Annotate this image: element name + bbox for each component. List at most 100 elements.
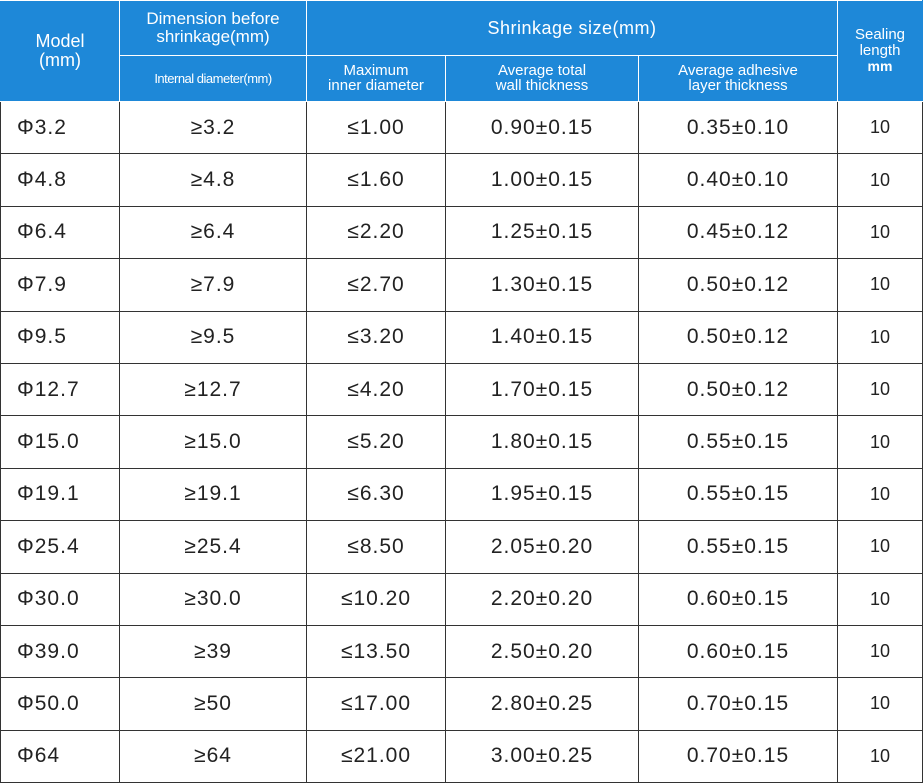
adhesive-thickness-cell: 0.50±0.12	[638, 310, 838, 364]
header-row-top: Model (mm) Dimension before shrinkage(mm…	[0, 0, 923, 102]
adhesive-thickness-cell: 0.60±0.15	[638, 624, 838, 679]
max-inner-diameter-cell: ≤8.50	[306, 520, 446, 574]
internal-diameter-cell: ≥19.1	[119, 467, 307, 522]
header-avg-adhesive: Average adhesive layer thickness	[638, 55, 838, 102]
model-cell: Φ4.8	[0, 153, 120, 207]
sealing-length-cell: 10	[837, 729, 923, 784]
max-inner-diameter-cell: ≤10.20	[306, 572, 446, 626]
sealing-length-cell: 10	[837, 100, 923, 155]
sealing-length-cell: 10	[837, 677, 923, 731]
internal-diameter-cell: ≥6.4	[119, 205, 307, 260]
model-cell: Φ30.0	[0, 572, 120, 626]
table-row: Φ39.0 ≥39 ≤13.50 2.50±0.20 0.60±0.15 10	[0, 624, 923, 679]
adhesive-thickness-cell: 0.45±0.12	[638, 205, 838, 260]
header-internal-diameter: Internal diameter(mm)	[119, 55, 307, 102]
max-inner-diameter-cell: ≤13.50	[306, 624, 446, 679]
model-cell: Φ6.4	[0, 205, 120, 260]
wall-thickness-cell: 1.00±0.15	[445, 153, 639, 207]
table-body: Φ3.2 ≥3.2 ≤1.00 0.90±0.15 0.35±0.10 10 Φ…	[0, 100, 923, 784]
model-cell: Φ15.0	[0, 415, 120, 469]
header-avg-wall-line2: wall thickness	[495, 76, 589, 94]
model-cell: Φ9.5	[0, 310, 120, 364]
sealing-length-cell: 10	[837, 258, 923, 312]
sealing-length-cell: 10	[837, 572, 923, 626]
model-cell: Φ25.4	[0, 520, 120, 574]
header-dimension-before: Dimension before shrinkage(mm)	[119, 0, 307, 56]
header-sealing-line1: Sealing	[854, 26, 906, 44]
wall-thickness-cell: 2.20±0.20	[445, 572, 639, 626]
table-row: Φ6.4 ≥6.4 ≤2.20 1.25±0.15 0.45±0.12 10	[0, 205, 923, 260]
adhesive-thickness-cell: 0.70±0.15	[638, 729, 838, 784]
max-inner-diameter-cell: ≤5.20	[306, 415, 446, 469]
max-inner-diameter-cell: ≤1.60	[306, 153, 446, 207]
wall-thickness-cell: 1.70±0.15	[445, 362, 639, 417]
table-row: Φ7.9 ≥7.9 ≤2.70 1.30±0.15 0.50±0.12 10	[0, 258, 923, 312]
header-sealing-unit: mm	[867, 57, 893, 74]
table-row: Φ50.0 ≥50 ≤17.00 2.80±0.25 0.70±0.15 10	[0, 677, 923, 731]
adhesive-thickness-cell: 0.55±0.15	[638, 520, 838, 574]
model-cell: Φ3.2	[0, 100, 120, 155]
header-row-sub: Internal diameter(mm) Maximum inner diam…	[1, 55, 923, 102]
header-dimension-line2: shrinkage(mm)	[156, 27, 270, 46]
table-header: Model (mm) Dimension before shrinkage(mm…	[0, 0, 923, 102]
header-max-inner-line2: inner diameter	[328, 76, 424, 94]
wall-thickness-cell: 1.95±0.15	[445, 467, 639, 522]
wall-thickness-cell: 3.00±0.25	[445, 729, 639, 784]
table-row: Φ9.5 ≥9.5 ≤3.20 1.40±0.15 0.50±0.12 10	[0, 310, 923, 364]
internal-diameter-cell: ≥50	[119, 677, 307, 731]
header-sealing-line2: length	[859, 42, 901, 60]
header-sealing-length: Sealing length mm	[837, 0, 923, 102]
internal-diameter-cell: ≥15.0	[119, 415, 307, 469]
wall-thickness-cell: 1.80±0.15	[445, 415, 639, 469]
table-row: Φ4.8 ≥4.8 ≤1.60 1.00±0.15 0.40±0.10 10	[0, 153, 923, 207]
max-inner-diameter-cell: ≤2.70	[306, 258, 446, 312]
header-avg-total-wall: Average total wall thickness	[445, 55, 639, 102]
wall-thickness-cell: 2.50±0.20	[445, 624, 639, 679]
header-model-line1: Model	[35, 31, 85, 52]
model-cell: Φ39.0	[0, 624, 120, 679]
internal-diameter-cell: ≥12.7	[119, 362, 307, 417]
model-cell: Φ7.9	[0, 258, 120, 312]
sealing-length-cell: 10	[837, 310, 923, 364]
wall-thickness-cell: 0.90±0.15	[445, 100, 639, 155]
sealing-length-cell: 10	[837, 467, 923, 522]
header-avg-adhesive-line2: layer thickness	[688, 76, 788, 94]
table-row: Φ12.7 ≥12.7 ≤4.20 1.70±0.15 0.50±0.12 10	[0, 362, 923, 417]
adhesive-thickness-cell: 0.55±0.15	[638, 415, 838, 469]
max-inner-diameter-cell: ≤6.30	[306, 467, 446, 522]
sealing-length-cell: 10	[837, 153, 923, 207]
sealing-length-cell: 10	[837, 205, 923, 260]
header-dimension-line1: Dimension before	[146, 9, 280, 29]
internal-diameter-cell: ≥9.5	[119, 310, 307, 364]
wall-thickness-cell: 2.05±0.20	[445, 520, 639, 574]
model-cell: Φ19.1	[0, 467, 120, 522]
header-avg-adhesive-line1: Average adhesive	[678, 62, 798, 80]
adhesive-thickness-cell: 0.60±0.15	[638, 572, 838, 626]
model-cell: Φ50.0	[0, 677, 120, 731]
header-shrinkage-size: Shrinkage size(mm)	[306, 0, 838, 56]
table-row: Φ25.4 ≥25.4 ≤8.50 2.05±0.20 0.55±0.15 10	[0, 520, 923, 574]
model-cell: Φ12.7	[0, 362, 120, 417]
max-inner-diameter-cell: ≤2.20	[306, 205, 446, 260]
header-max-inner-line1: Maximum	[343, 62, 409, 80]
internal-diameter-cell: ≥25.4	[119, 520, 307, 574]
table-row: Φ3.2 ≥3.2 ≤1.00 0.90±0.15 0.35±0.10 10	[0, 100, 923, 155]
wall-thickness-cell: 1.25±0.15	[445, 205, 639, 260]
max-inner-diameter-cell: ≤1.00	[306, 100, 446, 155]
adhesive-thickness-cell: 0.50±0.12	[638, 258, 838, 312]
sealing-length-cell: 10	[837, 624, 923, 679]
header-model-line2: (mm)	[39, 50, 81, 70]
adhesive-thickness-cell: 0.70±0.15	[638, 677, 838, 731]
table-row: Φ19.1 ≥19.1 ≤6.30 1.95±0.15 0.55±0.15 10	[0, 467, 923, 522]
adhesive-thickness-cell: 0.55±0.15	[638, 467, 838, 522]
header-max-inner-diameter: Maximum inner diameter	[306, 55, 446, 102]
model-cell: Φ64	[0, 729, 120, 784]
sealing-length-cell: 10	[837, 415, 923, 469]
adhesive-thickness-cell: 0.50±0.12	[638, 362, 838, 417]
sealing-length-cell: 10	[837, 520, 923, 574]
internal-diameter-cell: ≥39	[119, 624, 307, 679]
wall-thickness-cell: 1.30±0.15	[445, 258, 639, 312]
internal-diameter-cell: ≥4.8	[119, 153, 307, 207]
max-inner-diameter-cell: ≤3.20	[306, 310, 446, 364]
